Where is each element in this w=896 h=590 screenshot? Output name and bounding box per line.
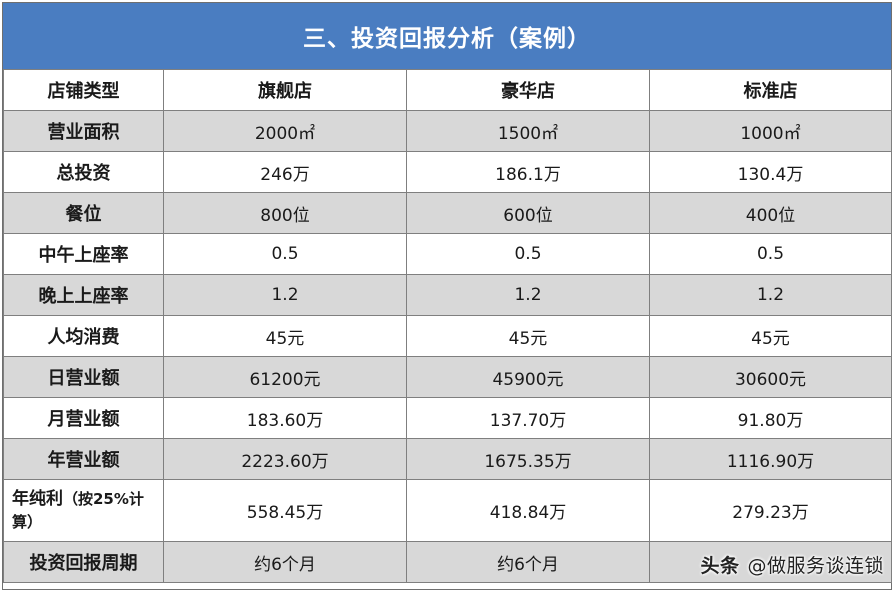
watermark: 头条 @做服务谈连锁	[700, 549, 884, 579]
table-cell: 418.84万	[406, 479, 650, 542]
watermark-handle: @做服务谈连锁	[747, 554, 884, 577]
table-row: 投资回报周期 约6个月 约6个月	[3, 541, 892, 583]
table-header-row: 店铺类型 旗舰店 豪华店 标准店	[3, 69, 892, 111]
row-label: 年营业额	[3, 438, 164, 480]
table-cell: 45元	[649, 315, 892, 357]
table-cell: 91.80万	[649, 397, 892, 439]
table-cell: 1.2	[163, 274, 407, 316]
table-row: 年纯利（按25%计算） 558.45万 418.84万 279.23万	[3, 479, 892, 542]
table-row: 晚上上座率 1.2 1.2 1.2	[3, 274, 892, 316]
table-row: 中午上座率 0.5 0.5 0.5	[3, 233, 892, 275]
row-label: 餐位	[3, 192, 164, 234]
table-cell: 137.70万	[406, 397, 650, 439]
table-cell: 2000㎡	[163, 110, 407, 152]
table-cell: 45元	[163, 315, 407, 357]
header-cell-flagship: 旗舰店	[163, 69, 407, 111]
investment-table: 店铺类型 旗舰店 豪华店 标准店 营业面积 2000㎡ 1500㎡ 1000㎡ …	[3, 69, 892, 583]
table-row: 总投资 246万 186.1万 130.4万	[3, 151, 892, 193]
row-label-text: 年纯利	[12, 488, 63, 509]
table-row: 人均消费 45元 45元 45元	[3, 315, 892, 357]
table-cell: 1675.35万	[406, 438, 650, 480]
table-cell: 1116.90万	[649, 438, 892, 480]
row-label: 日营业额	[3, 356, 164, 398]
table-cell: 61200元	[163, 356, 407, 398]
table-cell: 45元	[406, 315, 650, 357]
table-row: 营业面积 2000㎡ 1500㎡ 1000㎡	[3, 110, 892, 152]
table-cell	[649, 541, 892, 583]
table-cell: 1.2	[649, 274, 892, 316]
table-cell: 279.23万	[649, 479, 892, 542]
row-label: 年纯利（按25%计算）	[3, 479, 164, 542]
row-label: 人均消费	[3, 315, 164, 357]
table-row: 餐位 800位 600位 400位	[3, 192, 892, 234]
table-cell: 0.5	[163, 233, 407, 275]
header-cell-standard: 标准店	[649, 69, 892, 111]
table-cell: 0.5	[406, 233, 650, 275]
row-label: 中午上座率	[3, 233, 164, 275]
table-cell: 600位	[406, 192, 650, 234]
table-title: 三、投资回报分析（案例）	[3, 3, 891, 69]
table-cell: 2223.60万	[163, 438, 407, 480]
table-cell: 30600元	[649, 356, 892, 398]
row-label: 营业面积	[3, 110, 164, 152]
row-label: 晚上上座率	[3, 274, 164, 316]
table-cell: 45900元	[406, 356, 650, 398]
row-label: 总投资	[3, 151, 164, 193]
table-cell: 800位	[163, 192, 407, 234]
table-cell: 183.60万	[163, 397, 407, 439]
table-cell: 1500㎡	[406, 110, 650, 152]
watermark-prefix: 头条	[700, 554, 740, 577]
table-cell: 558.45万	[163, 479, 407, 542]
table-cell: 1000㎡	[649, 110, 892, 152]
table-cell: 0.5	[649, 233, 892, 275]
table-cell: 约6个月	[406, 541, 650, 583]
table-row: 月营业额 183.60万 137.70万 91.80万	[3, 397, 892, 439]
header-cell-deluxe: 豪华店	[406, 69, 650, 111]
row-label: 投资回报周期	[3, 541, 164, 583]
table-cell: 130.4万	[649, 151, 892, 193]
table-cell: 约6个月	[163, 541, 407, 583]
table-row: 年营业额 2223.60万 1675.35万 1116.90万	[3, 438, 892, 480]
table-cell: 186.1万	[406, 151, 650, 193]
table-cell: 1.2	[406, 274, 650, 316]
table-cell: 246万	[163, 151, 407, 193]
table-cell: 400位	[649, 192, 892, 234]
header-cell-type: 店铺类型	[3, 69, 164, 111]
table-row: 日营业额 61200元 45900元 30600元	[3, 356, 892, 398]
row-label: 月营业额	[3, 397, 164, 439]
row-label-note: （按25%计算）	[12, 489, 144, 531]
